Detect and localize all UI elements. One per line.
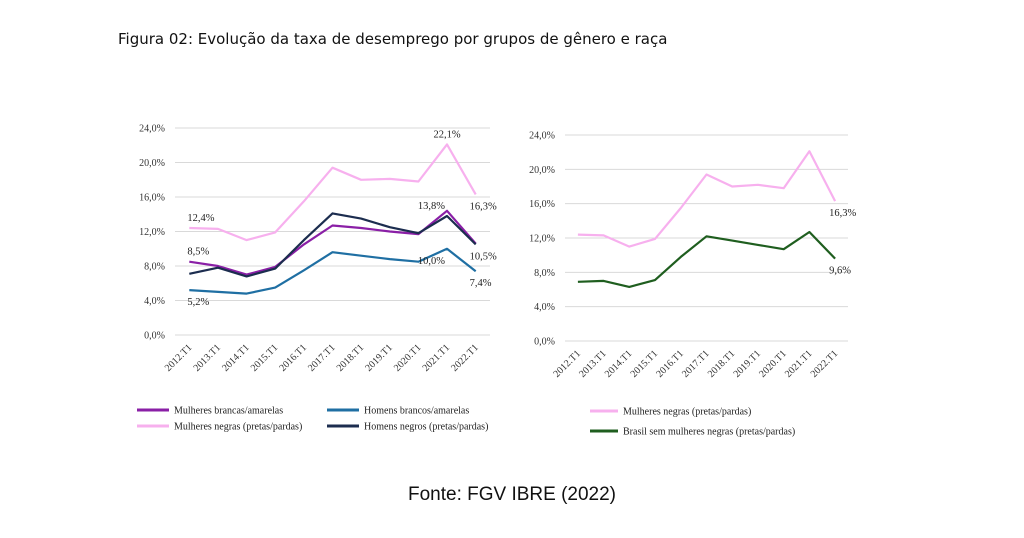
- x-tick-label: 2012.T1: [551, 348, 583, 380]
- x-tick-label: 2015.T1: [249, 342, 281, 374]
- y-tick-label: 24,0%: [529, 131, 555, 142]
- x-tick-label: 2014.T1: [220, 342, 252, 374]
- x-tick-label: 2020.T1: [392, 342, 424, 374]
- legend-label: Mulheres negras (pretas/pardas): [174, 422, 302, 433]
- data-label: 8,5%: [187, 247, 209, 258]
- chart-right: 0,0%4,0%8,0%12,0%16,0%20,0%24,0%2012.T12…: [529, 131, 856, 438]
- x-tick-label: 2013.T1: [577, 348, 609, 380]
- x-tick-label: 2022.T1: [809, 348, 841, 380]
- x-tick-label: 2017.T1: [306, 342, 338, 374]
- data-label: 9,6%: [829, 266, 851, 277]
- x-tick-label: 2012.T1: [163, 342, 195, 374]
- data-label: 5,2%: [187, 297, 209, 308]
- data-label: 22,1%: [433, 129, 460, 140]
- x-tick-label: 2014.T1: [603, 348, 635, 380]
- data-label: 16,3%: [829, 208, 856, 219]
- legend-label: Brasil sem mulheres negras (pretas/parda…: [623, 427, 795, 438]
- x-tick-label: 2018.T1: [706, 348, 738, 380]
- legend-label: Homens negros (pretas/pardas): [364, 422, 488, 433]
- y-tick-label: 12,0%: [139, 227, 165, 238]
- x-tick-label: 2019.T1: [363, 342, 395, 374]
- x-tick-label: 2020.T1: [757, 348, 789, 380]
- y-tick-label: 8,0%: [144, 262, 165, 273]
- y-tick-label: 8,0%: [534, 268, 555, 279]
- x-tick-label: 2013.T1: [192, 342, 224, 374]
- legend-label: Homens brancos/amarelas: [364, 406, 469, 417]
- y-tick-label: 20,0%: [139, 158, 165, 169]
- x-tick-label: 2021.T1: [421, 342, 453, 374]
- x-tick-label: 2022.T1: [449, 342, 481, 374]
- y-tick-label: 4,0%: [144, 296, 165, 307]
- data-label: 13,8%: [418, 201, 445, 212]
- legend-label: Mulheres negras (pretas/pardas): [623, 407, 751, 418]
- legend-label: Mulheres brancas/amarelas: [174, 406, 283, 417]
- x-tick-label: 2018.T1: [335, 342, 367, 374]
- x-tick-label: 2021.T1: [783, 348, 815, 380]
- source-caption: Fonte: FGV IBRE (2022): [407, 484, 617, 505]
- chart-left: 0,0%4,0%8,0%12,0%16,0%20,0%24,0%2012.T12…: [137, 124, 497, 433]
- x-tick-label: 2019.T1: [732, 348, 764, 380]
- x-tick-label: 2016.T1: [277, 342, 309, 374]
- y-tick-label: 16,0%: [139, 193, 165, 204]
- x-tick-label: 2015.T1: [629, 348, 661, 380]
- data-label: 16,3%: [470, 201, 497, 212]
- series-line: [189, 143, 477, 242]
- y-tick-label: 20,0%: [529, 165, 555, 176]
- data-label: 12,4%: [187, 213, 214, 224]
- series-line: [189, 212, 477, 278]
- y-tick-label: 12,0%: [529, 234, 555, 245]
- charts-canvas: 0,0%4,0%8,0%12,0%16,0%20,0%24,0%2012.T12…: [137, 124, 857, 438]
- series-line: [577, 230, 836, 288]
- x-tick-label: 2017.T1: [680, 348, 712, 380]
- y-tick-label: 16,0%: [529, 199, 555, 210]
- data-label: 10,0%: [418, 256, 445, 267]
- y-tick-label: 0,0%: [534, 337, 555, 348]
- data-label: 7,4%: [470, 278, 492, 289]
- x-tick-label: 2016.T1: [654, 348, 686, 380]
- y-tick-label: 24,0%: [139, 124, 165, 135]
- data-label: 10,5%: [470, 251, 497, 262]
- series-line: [577, 150, 837, 248]
- series-line: [189, 247, 477, 295]
- figure-title: Figura 02: Evolução da taxa de desempreg…: [118, 30, 668, 48]
- y-tick-label: 4,0%: [534, 302, 555, 313]
- y-tick-label: 0,0%: [144, 331, 165, 342]
